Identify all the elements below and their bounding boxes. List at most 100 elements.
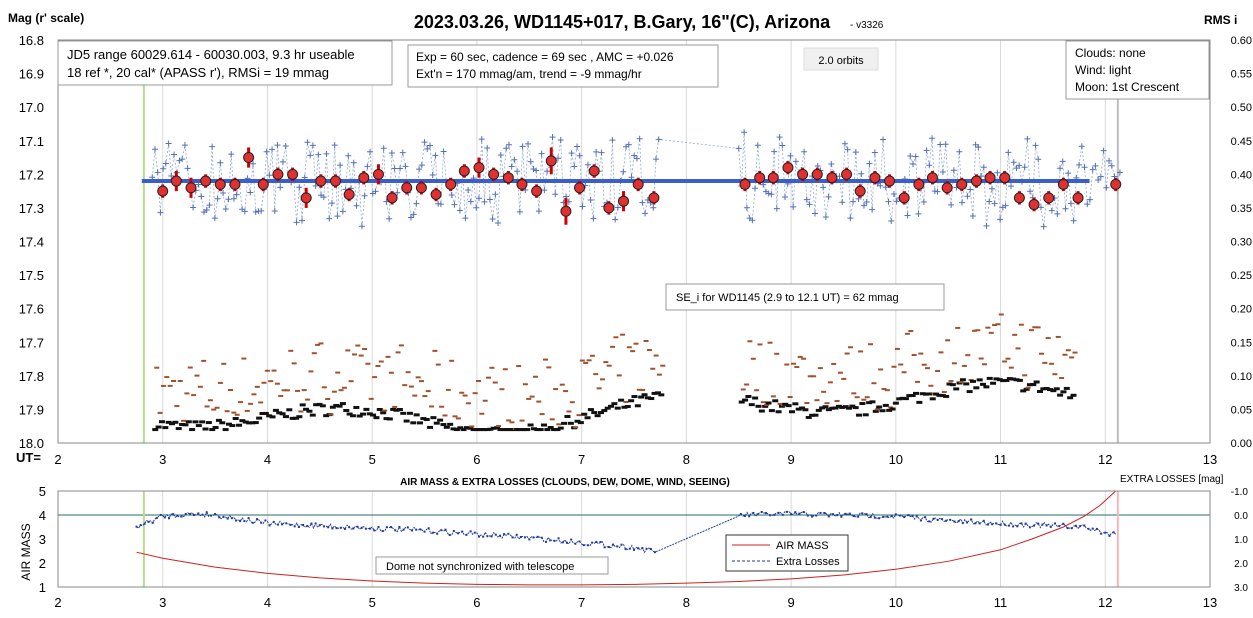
rms-scatter-mark [787, 396, 793, 399]
rms-mark [638, 395, 645, 399]
rms-scatter-mark [402, 384, 408, 387]
extra-losses-point [995, 522, 998, 525]
rms-mark [323, 414, 330, 418]
rms-mark [541, 423, 548, 427]
rms-scatter-mark [844, 352, 850, 355]
rms-mark [205, 421, 212, 425]
bottom-x-tick-label: 9 [787, 595, 794, 610]
extra-losses-point [844, 512, 847, 515]
extra-losses-point [519, 536, 522, 539]
extra-losses-point [243, 520, 246, 523]
raw-measurement [743, 204, 750, 211]
rms-scatter-mark [660, 364, 666, 367]
raw-measurement [413, 200, 420, 207]
conditions-clouds: Clouds: none [1075, 46, 1146, 60]
rms-scatter-mark [774, 352, 780, 355]
rms-scatter-mark [841, 377, 847, 380]
rms-mark [1003, 378, 1010, 382]
y-tick-label: 17.8 [19, 369, 44, 384]
rms-mark [1026, 383, 1033, 387]
extra-losses-point [819, 511, 822, 514]
raw-measurement [765, 190, 772, 197]
rms-mark [420, 417, 427, 421]
rms-scatter-mark [398, 344, 404, 347]
rms-mark [256, 416, 263, 420]
rms-scatter-mark [532, 375, 538, 378]
rms-mark [926, 392, 933, 396]
raw-measurement [1108, 162, 1115, 169]
y-tick-label: 17.5 [19, 268, 44, 283]
raw-measurement [1005, 149, 1012, 156]
rms-mark [889, 407, 896, 411]
rms-mark [1043, 387, 1050, 391]
extra-losses-point [469, 530, 472, 533]
binned-point [648, 192, 660, 204]
binned-point [229, 178, 241, 190]
rms-mark [772, 399, 779, 403]
raw-measurement [418, 162, 425, 169]
binned-point [1057, 178, 1069, 190]
rms-scatter-mark [415, 376, 421, 379]
rms-scatter-mark [298, 410, 304, 413]
binned-point [315, 175, 327, 187]
rms-mark [195, 424, 202, 428]
raw-measurement [1040, 223, 1047, 230]
raw-measurement [429, 171, 436, 178]
extra-losses-point [1054, 522, 1057, 525]
rms-mark [755, 404, 762, 408]
rms-mark [825, 408, 832, 412]
rms-scatter-mark [871, 382, 877, 385]
rms-mark [202, 427, 209, 431]
rms-mark [946, 382, 953, 386]
rms-scatter-mark [194, 374, 200, 377]
rms-mark [266, 414, 273, 418]
rms-scatter-mark [459, 391, 465, 394]
raw-measurement [1048, 207, 1055, 214]
raw-measurement [904, 212, 911, 219]
binned-point [739, 178, 751, 190]
extra-losses-point [1033, 524, 1036, 527]
rms-mark [906, 394, 913, 398]
extra-losses-point [230, 517, 233, 520]
extra-losses-point [193, 514, 196, 517]
y2-tick-label: 0.30 [1231, 237, 1252, 249]
extra-losses-point [444, 528, 447, 531]
raw-measurement [790, 203, 797, 210]
extra-losses-point [756, 513, 759, 516]
rms-scatter-mark [767, 341, 773, 344]
rms-mark [343, 408, 350, 412]
extra-losses-point [599, 541, 602, 544]
raw-measurement [939, 168, 946, 175]
rms-mark [309, 413, 316, 417]
rms-mark [993, 377, 1000, 381]
rms-scatter-mark [251, 393, 257, 396]
binned-point [430, 188, 442, 200]
raw-measurement [1116, 169, 1123, 176]
raw-measurement [541, 187, 548, 194]
rms-mark [433, 421, 440, 425]
rms-scatter-mark [1069, 356, 1075, 359]
rms-scatter-mark [804, 402, 810, 405]
bottom-x-tick-label: 10 [889, 595, 903, 610]
binned-point [401, 182, 413, 194]
extra-losses-point [748, 515, 751, 518]
rms-mark [440, 423, 447, 427]
rms-scatter-mark [1032, 326, 1038, 329]
bottom-y-tick-label: 5 [39, 484, 46, 499]
raw-measurement [282, 143, 289, 150]
extra-losses-point [1095, 527, 1098, 530]
rms-scatter-mark [315, 343, 321, 346]
extra-losses-point [486, 535, 489, 538]
rms-scatter-mark [268, 380, 274, 383]
rms-mark [973, 386, 980, 390]
rms-scatter-mark [610, 345, 616, 348]
raw-measurement [852, 149, 859, 156]
rms-scatter-mark [757, 343, 763, 346]
binned-point [1028, 199, 1040, 211]
rms-mark [289, 416, 296, 420]
rms-mark [1063, 386, 1070, 390]
rms-mark [169, 422, 176, 426]
rms-mark [152, 428, 159, 432]
chart-title: 2023.03.26, WD1145+017, B.Gary, 16"(C), … [414, 12, 831, 32]
binned-point [415, 182, 427, 194]
